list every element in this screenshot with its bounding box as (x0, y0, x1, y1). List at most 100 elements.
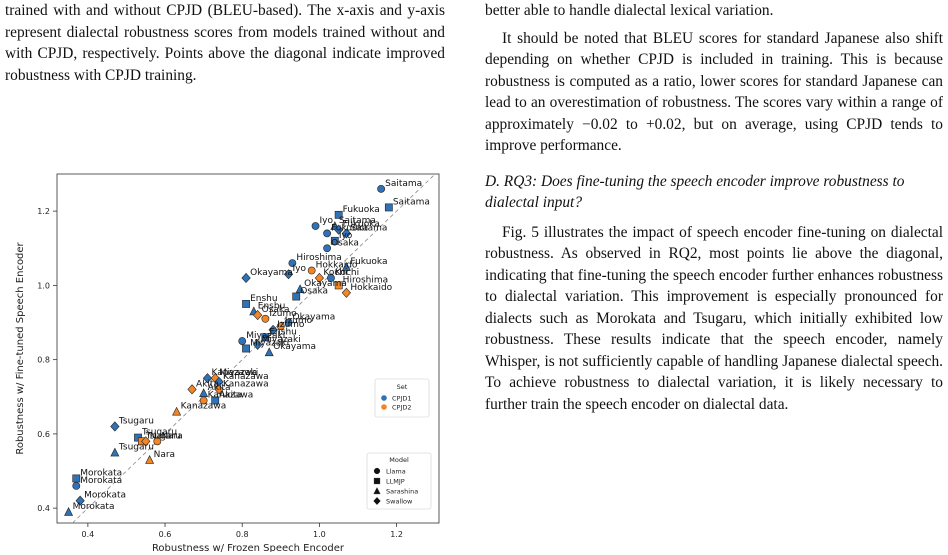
data-point-label: Kanazawa (223, 379, 269, 389)
data-point-label: Osaka (300, 287, 328, 297)
data-point (261, 314, 270, 323)
data-point-label: Enshu (269, 327, 297, 337)
data-point-label: Fukuoka (350, 257, 387, 267)
data-point-label: Morokata (80, 468, 122, 478)
model-legend-box (366, 452, 432, 510)
data-point-label: Hiroshima (343, 275, 388, 285)
data-point (292, 292, 301, 301)
data-point (242, 344, 250, 353)
data-point (314, 272, 324, 284)
set-legend-label: CPJD1 (392, 395, 412, 403)
data-point-label: Morokata (80, 476, 122, 486)
x-tick-label: 0.8 (236, 530, 249, 539)
model-legend-label: LLMJP (386, 478, 405, 486)
data-point-label: Tsugaru (118, 416, 154, 426)
model-legend-marker (373, 477, 381, 485)
data-point-label: Nara (154, 450, 175, 460)
data-point (253, 310, 263, 321)
data-point (334, 281, 343, 290)
data-point (341, 228, 352, 239)
data-point-label: Saitama (350, 223, 387, 233)
data-point-label: Miyazaki (250, 339, 289, 349)
model-legend-marker (373, 487, 381, 495)
data-point (323, 244, 332, 253)
data-point (141, 436, 151, 447)
set-legend-label: CPJD2 (392, 404, 412, 412)
data-point-label: Okayama (293, 313, 336, 323)
paragraph-continuation: better able to handle dialectal lexical … (485, 2, 774, 19)
data-point-label: Kanazawa (211, 368, 257, 378)
data-point-label: Hiroshima (296, 253, 341, 263)
data-point-label: Tsugaru (141, 428, 177, 438)
set-legend-title: Set (397, 383, 408, 391)
data-point (172, 406, 182, 416)
data-point-label: Nara (161, 431, 182, 441)
data-point-label: Osaka (331, 238, 359, 248)
data-point (377, 184, 386, 193)
data-point (384, 203, 393, 212)
data-point-label: Kochi (335, 268, 359, 278)
data-point-label: Fukuoka (343, 220, 380, 230)
data-point-label: Okayama (250, 268, 293, 278)
data-point (341, 287, 352, 298)
data-point (241, 272, 251, 284)
data-point (283, 269, 294, 280)
data-point (64, 507, 74, 516)
data-point-label: Saitama (393, 197, 430, 207)
data-point (334, 224, 344, 235)
data-point-label: Enshu (250, 294, 278, 304)
y-tick-label: 0.4 (37, 504, 50, 513)
data-point-label: Miyazaki (219, 368, 258, 378)
data-point-label: Hokkaido (350, 283, 392, 293)
data-point (261, 333, 270, 342)
data-point (145, 455, 155, 464)
model-legend-title: Model (389, 456, 409, 464)
data-point-label: Akita (208, 383, 231, 393)
paragraph-rq3: Fig. 5 illustrates the impact of speech … (485, 223, 943, 413)
data-point-label: Tsugaru (145, 431, 181, 441)
data-point-label: Kanazawa (181, 402, 227, 412)
x-tick-label: 0.4 (82, 530, 95, 539)
data-point-label: Fukuoka (331, 223, 368, 233)
data-point-label: Kanazawa (223, 372, 269, 382)
x-tick-label: 1.0 (313, 530, 326, 539)
data-point-label: Izumo (285, 316, 313, 326)
section-heading-rq3: D. RQ3: Does fine-tuning the speech enco… (485, 172, 905, 212)
data-point-label: Kanazawa (208, 390, 254, 400)
data-point (334, 210, 343, 219)
x-axis-label: Robustness w/ Frozen Speech Encoder (152, 543, 345, 552)
data-point-label: Iyo (293, 264, 307, 274)
data-point (153, 437, 162, 446)
data-point (72, 474, 81, 483)
data-point (72, 481, 81, 490)
figure-caption-continuation: trained with and without CPJD (BLEU-base… (5, 2, 445, 84)
data-point (330, 236, 339, 245)
data-point (276, 322, 285, 331)
data-point-label: Iyo (339, 231, 353, 241)
y-axis-label: Robustness w/ Fine-tuned Speech Encoder (15, 241, 26, 454)
data-point (75, 495, 85, 506)
y-tick-label: 0.8 (37, 356, 50, 365)
data-point-label: Fukuoka (343, 205, 380, 215)
data-point (284, 318, 293, 327)
data-point (268, 324, 278, 335)
data-point-label: Okayama (304, 279, 347, 289)
data-point (214, 384, 224, 395)
data-point-label: Izumo (269, 309, 297, 319)
data-point (110, 447, 120, 457)
data-point (307, 266, 316, 275)
model-legend-marker (373, 467, 381, 475)
data-point (242, 300, 250, 308)
y-tick-label: 0.6 (37, 430, 50, 439)
data-point-label: Iyo (320, 216, 334, 226)
model-legend-label: Sarashina (386, 488, 418, 496)
data-point (311, 222, 320, 230)
x-tick-label: 0.6 (159, 530, 172, 539)
data-point (110, 421, 120, 432)
data-point-label: Izumo (277, 320, 305, 330)
paragraph-bleu-note: It should be noted that BLEU scores for … (485, 29, 943, 155)
data-point (288, 259, 297, 268)
data-point (187, 384, 197, 395)
data-point (199, 396, 208, 405)
